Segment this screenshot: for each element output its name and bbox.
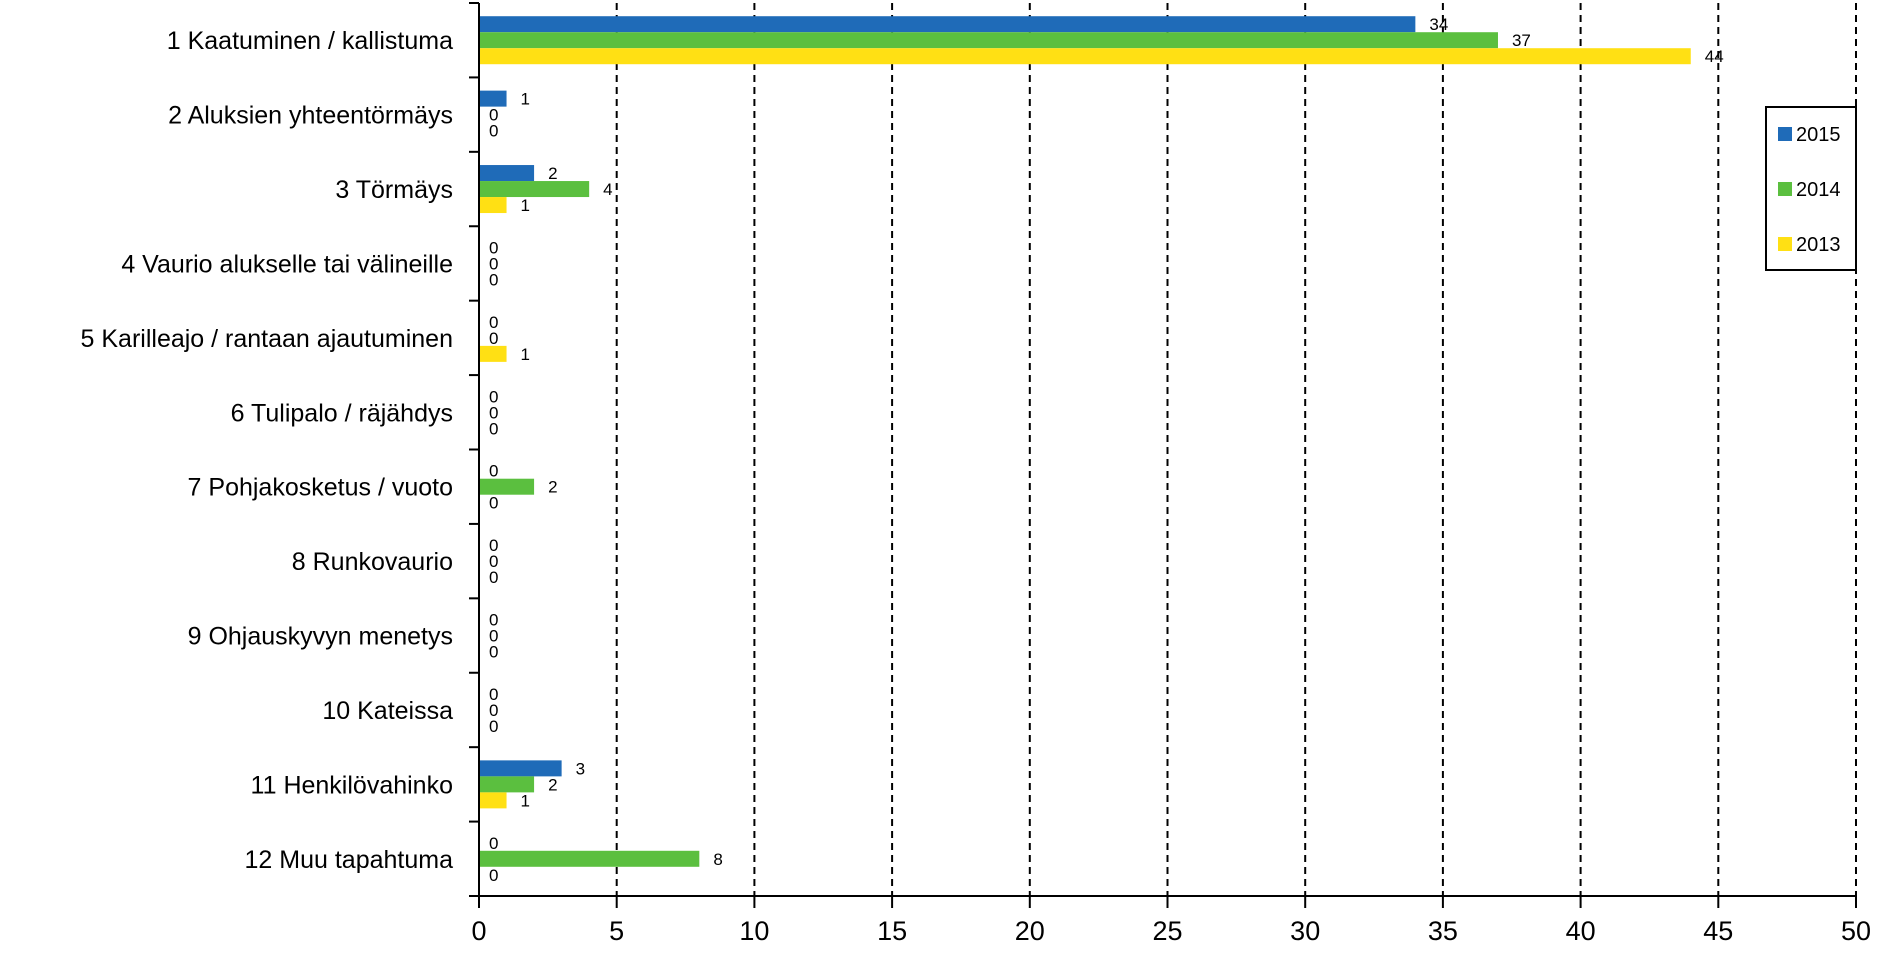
x-tick-label-30: 30 (1290, 916, 1320, 946)
bar-2013-11 (479, 792, 507, 809)
bar-2013-5 (479, 345, 507, 362)
grid-lines (615, 3, 1857, 896)
data-label-2013-11: 1 (521, 791, 530, 810)
data-label-2014-6: 0 (489, 403, 498, 422)
data-label-2015-11: 3 (576, 759, 585, 778)
x-tick-label-25: 25 (1152, 916, 1182, 946)
data-label-2013-5: 1 (521, 345, 530, 364)
category-label: 12 Muu tapahtuma (245, 846, 454, 874)
x-tick-label-0: 0 (471, 916, 486, 946)
data-label-2014-12: 8 (713, 850, 722, 869)
data-label-2013-8: 0 (489, 568, 498, 587)
data-label-2013-2: 0 (489, 122, 498, 141)
axes: 0 5 10 15 20 25 30 35 40 45 50 (469, 2, 1871, 946)
data-label-2015-2: 1 (521, 90, 530, 109)
legend-label-2014: 2014 (1796, 179, 1841, 201)
bar-2015-11 (479, 760, 562, 777)
x-tick-label-20: 20 (1015, 916, 1045, 946)
legend: 2015 2014 2013 (1765, 106, 1857, 271)
data-label-2015-1: 34 (1429, 15, 1448, 34)
bars (479, 16, 1691, 867)
bar-2014-7 (479, 478, 535, 495)
data-label-2015-3: 2 (548, 164, 557, 183)
data-label-2014-9: 0 (489, 627, 498, 646)
bar-2013-3 (479, 197, 507, 214)
category-label: 8 Runkovaurio (292, 548, 453, 576)
x-tick-label-15: 15 (877, 916, 907, 946)
x-tick-label-50: 50 (1841, 916, 1871, 946)
bar-2015-1 (479, 16, 1416, 33)
data-label-2014-8: 0 (489, 552, 498, 571)
x-tick-label-35: 35 (1428, 916, 1458, 946)
category-label: 4 Vaurio alukselle tai välineille (121, 250, 453, 278)
legend-label-2015: 2015 (1796, 124, 1841, 146)
category-label: 3 Törmäys (335, 176, 453, 204)
data-label-2013-1: 44 (1705, 47, 1724, 66)
category-label: 6 Tulipalo / räjähdys (231, 399, 453, 427)
data-label-2013-4: 0 (489, 270, 498, 289)
data-label-2014-11: 2 (548, 775, 557, 794)
legend-swatch-2015 (1778, 127, 1792, 141)
x-tick-label-5: 5 (609, 916, 624, 946)
data-label-2013-9: 0 (489, 643, 498, 662)
bar-2013-1 (479, 48, 1691, 65)
category-label: 5 Karilleajo / rantaan ajautuminen (81, 325, 453, 353)
data-label-2013-3: 1 (521, 196, 530, 215)
category-labels: 1 Kaatuminen / kallistuma 2 Aluksien yhte… (81, 27, 454, 874)
category-label: 9 Ohjauskyvyn menetys (188, 623, 453, 651)
data-label-2014-1: 37 (1512, 31, 1531, 50)
bar-2014-1 (479, 32, 1498, 49)
data-label-2014-3: 4 (603, 180, 612, 199)
bar-2014-12 (479, 850, 700, 867)
legend-swatch-2014 (1778, 182, 1792, 196)
data-label-2015-5: 0 (489, 313, 498, 332)
data-label-2013-10: 0 (489, 717, 498, 736)
data-label-2015-10: 0 (489, 685, 498, 704)
data-label-2013-7: 0 (489, 494, 498, 513)
data-label-2014-7: 2 (548, 478, 557, 497)
category-label: 1 Kaatuminen / kallistuma (167, 27, 453, 55)
data-label-2015-6: 0 (489, 387, 498, 406)
x-tick-label-40: 40 (1566, 916, 1596, 946)
x-tick-label-45: 45 (1703, 916, 1733, 946)
data-label-2013-12: 0 (489, 866, 498, 885)
data-label-2015-7: 0 (489, 462, 498, 481)
legend-label-2013: 2013 (1796, 234, 1841, 256)
data-label-2014-5: 0 (489, 329, 498, 348)
bar-2015-2 (479, 90, 507, 107)
legend-swatch-2013 (1778, 237, 1792, 251)
category-label: 2 Aluksien yhteentörmäys (168, 102, 453, 130)
category-label: 11 Henkilövahinko (251, 771, 453, 799)
data-label-2014-10: 0 (489, 701, 498, 720)
x-tick-label-10: 10 (739, 916, 769, 946)
data-label-2015-8: 0 (489, 536, 498, 555)
data-label-2015-4: 0 (489, 238, 498, 257)
data-label-2015-12: 0 (489, 834, 498, 853)
bar-2015-3 (479, 165, 535, 182)
bar-2014-11 (479, 776, 535, 793)
data-label-2015-9: 0 (489, 611, 498, 630)
data-label-2014-2: 0 (489, 106, 498, 125)
data-label-2014-4: 0 (489, 254, 498, 273)
category-label: 7 Pohjakosketus / vuoto (188, 474, 453, 502)
bar-2014-3 (479, 181, 590, 198)
category-label: 10 Kateissa (322, 697, 453, 725)
data-label-2013-6: 0 (489, 419, 498, 438)
